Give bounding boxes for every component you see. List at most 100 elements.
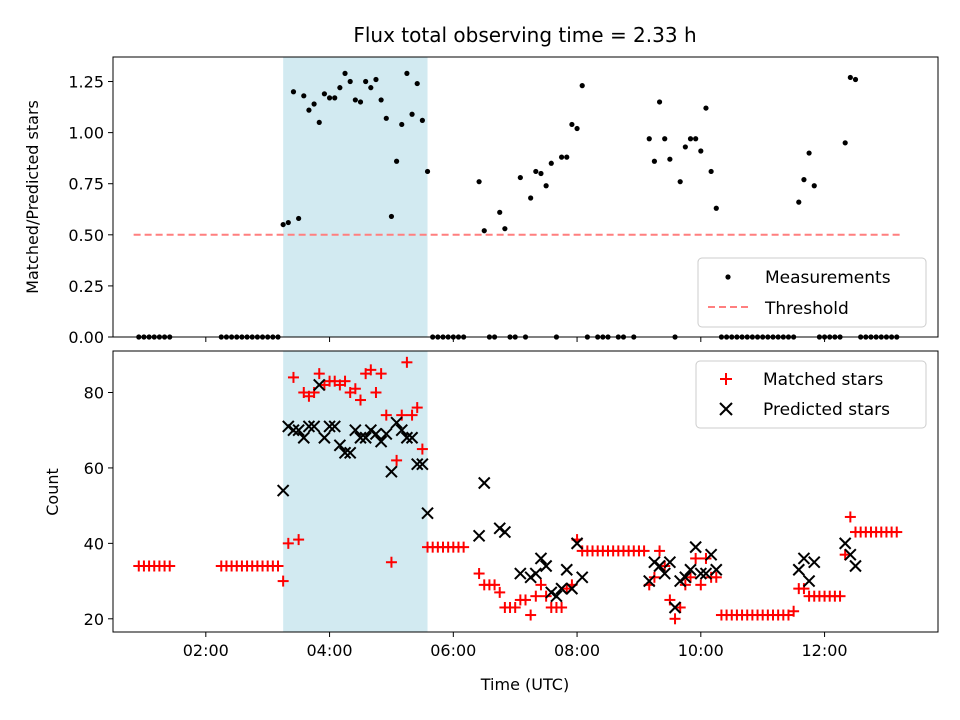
measurement-point — [502, 226, 508, 232]
predicted-point — [699, 567, 713, 580]
measurement-point — [662, 136, 668, 142]
legend-predicted-label: Predicted stars — [763, 400, 890, 420]
matched-point — [375, 368, 387, 380]
measurement-point — [347, 78, 353, 85]
y-tick-label: 1.00 — [68, 124, 104, 143]
measurement-point — [801, 177, 807, 183]
measurement-point — [703, 105, 709, 111]
matched-point — [416, 443, 428, 455]
matched-point — [509, 601, 521, 613]
predicted-point — [689, 540, 702, 554]
measurement-point — [646, 136, 652, 142]
measurement-point — [383, 115, 389, 121]
predicted-point — [643, 574, 656, 588]
bottom-x-ticks: 02:00 04:00 06:00 08:00 10:00 12:00 — [183, 632, 848, 660]
matched-point — [530, 590, 542, 602]
predicted-point — [400, 431, 414, 444]
predicted-point — [343, 446, 357, 460]
top-legend: Measurements Threshold — [697, 257, 927, 328]
x-tick-label: 10:00 — [678, 641, 724, 660]
x-tick-label: 12:00 — [802, 641, 848, 660]
matched-point — [391, 454, 403, 466]
measurement-point — [517, 174, 523, 181]
legend-dot-icon — [725, 274, 731, 280]
measurement-point — [414, 80, 420, 87]
predicted-point — [684, 563, 697, 576]
x-tick-label: 02:00 — [183, 641, 229, 660]
matched-point — [710, 571, 722, 583]
matched-point — [272, 560, 284, 572]
predicted-point — [498, 525, 512, 539]
matched-point — [411, 402, 423, 414]
matched-point — [380, 409, 392, 421]
bottom-axes-frame — [112, 350, 939, 633]
matched-point — [669, 613, 681, 625]
measurement-point — [373, 76, 379, 83]
measurement-point — [357, 99, 364, 105]
predicted-point — [658, 567, 671, 580]
matched-point — [685, 571, 696, 583]
measurement-point — [569, 121, 575, 128]
measurement-point — [579, 83, 585, 89]
measurement-point — [296, 215, 302, 222]
predicted-point — [395, 424, 408, 437]
matched-point — [556, 601, 568, 613]
predicted-point — [663, 556, 677, 569]
predicted-point — [333, 439, 347, 452]
bottom-legend-box — [695, 360, 927, 429]
matched-point — [293, 534, 305, 546]
y-tick-label: 40 — [84, 534, 104, 553]
predicted-point — [390, 416, 403, 429]
top-panel: 0.00 0.25 0.50 0.75 1.00 1.25 Flux total obse… — [23, 23, 939, 347]
legend-x-icon — [719, 402, 733, 416]
predicted-point — [307, 420, 321, 433]
y-tick-label: 0.50 — [68, 226, 104, 245]
matched-point — [520, 594, 531, 606]
bottom-y-axis-label: Count — [43, 468, 62, 516]
observing-window-shade — [283, 57, 428, 337]
bottom-legend: Matched stars Predicted stars — [695, 360, 927, 429]
legend-plus-icon — [720, 373, 732, 385]
predicted-point — [302, 420, 316, 433]
predicted-point — [292, 424, 305, 437]
chart-title: Flux total observing time = 2.33 h — [353, 23, 696, 47]
measurement-point — [342, 70, 348, 76]
measurement-point — [708, 168, 714, 175]
matched-point — [349, 383, 361, 395]
predicted-point — [349, 424, 362, 437]
predicted-point — [838, 537, 852, 550]
predicted-point — [338, 446, 352, 460]
measurement-point — [796, 199, 802, 205]
matched-point — [458, 541, 470, 553]
predicted-point — [565, 582, 579, 595]
y-tick-label: 20 — [84, 610, 104, 629]
predicted-point — [411, 457, 424, 471]
predicted-point — [849, 559, 862, 573]
x-tick-label: 04:00 — [307, 641, 353, 660]
x-axis-label: Time (UTC) — [480, 675, 569, 694]
matched-point — [638, 545, 650, 557]
measurement-point — [528, 195, 534, 201]
bottom-y-ticks: 20 40 60 80 — [84, 383, 113, 629]
predicted-point — [514, 567, 527, 580]
predicted-point — [802, 574, 816, 588]
predicted-point — [534, 552, 548, 565]
matched-point — [690, 552, 702, 564]
predicted-point — [808, 556, 821, 569]
matched-point — [535, 579, 547, 591]
matched-point — [489, 579, 501, 591]
matched-point — [313, 368, 325, 380]
matched-point — [654, 545, 666, 557]
measurement-point — [806, 150, 812, 156]
measurement-point — [419, 117, 425, 123]
predicted-point — [555, 582, 568, 595]
measurement-point — [533, 168, 539, 175]
predicted-point — [560, 563, 573, 576]
matched-point — [494, 586, 506, 598]
legend-threshold-label: Threshold — [764, 299, 849, 319]
matched-point — [834, 590, 846, 602]
measurement-point — [290, 89, 297, 95]
predicted-point — [287, 424, 300, 437]
